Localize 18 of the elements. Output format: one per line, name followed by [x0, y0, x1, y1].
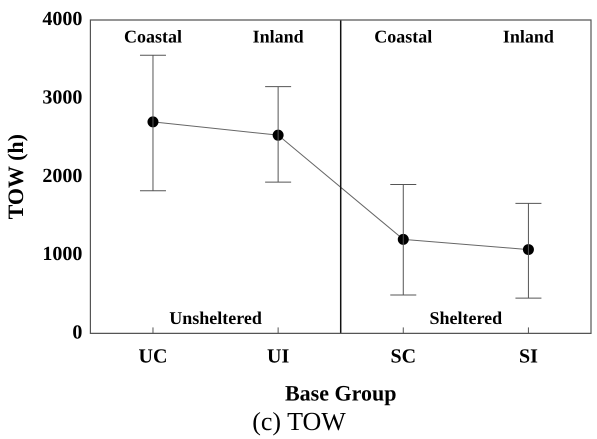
annotation: Coastal	[374, 26, 432, 47]
y-tick-label: 3000	[42, 86, 82, 109]
y-tick-label: 0	[72, 322, 82, 344]
x-tick-label: SC	[390, 346, 416, 368]
x-tick-label: UC	[138, 346, 168, 368]
annotation: Inland	[252, 26, 304, 47]
annotation: Unsheltered	[169, 308, 262, 328]
annotation: Coastal	[124, 26, 182, 47]
y-tick-label: 4000	[42, 8, 82, 30]
y-axis-title: TOW (h)	[2, 134, 28, 220]
y-tick-label: 1000	[42, 243, 82, 266]
text: (c) TOW	[252, 407, 346, 436]
x-axis-title: Base Group	[284, 380, 396, 406]
annotation: Inland	[502, 26, 554, 47]
x-tick-label: UI	[267, 346, 290, 368]
y-tick-label: 2000	[42, 164, 82, 187]
annotation: Sheltered	[430, 308, 502, 328]
x-tick-label: SI	[518, 346, 538, 368]
